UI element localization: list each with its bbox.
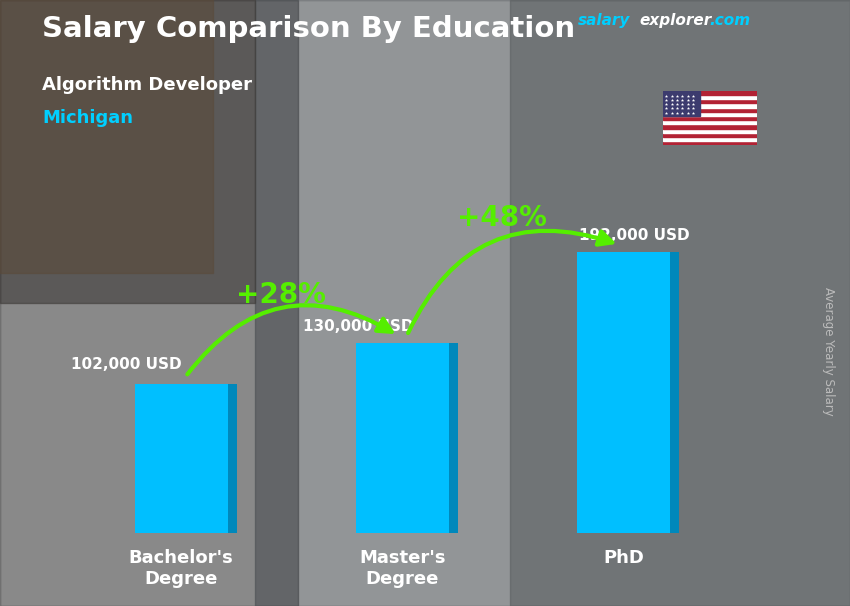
FancyArrowPatch shape: [187, 305, 392, 375]
Text: 192,000 USD: 192,000 USD: [580, 228, 690, 244]
Polygon shape: [228, 384, 236, 533]
Bar: [0, 0, 255, 303]
Bar: [663, 128, 756, 133]
Bar: [663, 104, 756, 108]
Text: 130,000 USD: 130,000 USD: [303, 319, 413, 334]
FancyArrowPatch shape: [408, 231, 612, 333]
Bar: [663, 112, 756, 116]
Bar: [663, 133, 756, 137]
Text: Average Yearly Salary: Average Yearly Salary: [822, 287, 836, 416]
Bar: [663, 91, 700, 116]
Bar: [663, 141, 756, 145]
Text: .com: .com: [709, 13, 750, 28]
Bar: [135, 384, 228, 533]
Bar: [577, 252, 670, 533]
Bar: [663, 99, 756, 104]
Text: +28%: +28%: [235, 281, 326, 309]
Bar: [0, 0, 298, 606]
Bar: [356, 343, 449, 533]
Bar: [255, 0, 850, 606]
Text: salary: salary: [578, 13, 631, 28]
Bar: [0, 0, 212, 273]
Bar: [663, 108, 756, 112]
Text: Algorithm Developer: Algorithm Developer: [42, 76, 252, 94]
Text: Salary Comparison By Education: Salary Comparison By Education: [42, 15, 575, 43]
Text: Michigan: Michigan: [42, 109, 133, 127]
Text: +48%: +48%: [457, 204, 547, 231]
Polygon shape: [449, 343, 458, 533]
Bar: [663, 120, 756, 124]
Bar: [663, 116, 756, 120]
Bar: [663, 95, 756, 99]
Text: 102,000 USD: 102,000 USD: [71, 358, 181, 372]
Bar: [663, 137, 756, 141]
Bar: [663, 124, 756, 128]
Polygon shape: [670, 252, 679, 533]
Bar: [663, 91, 756, 95]
Text: explorer: explorer: [639, 13, 711, 28]
